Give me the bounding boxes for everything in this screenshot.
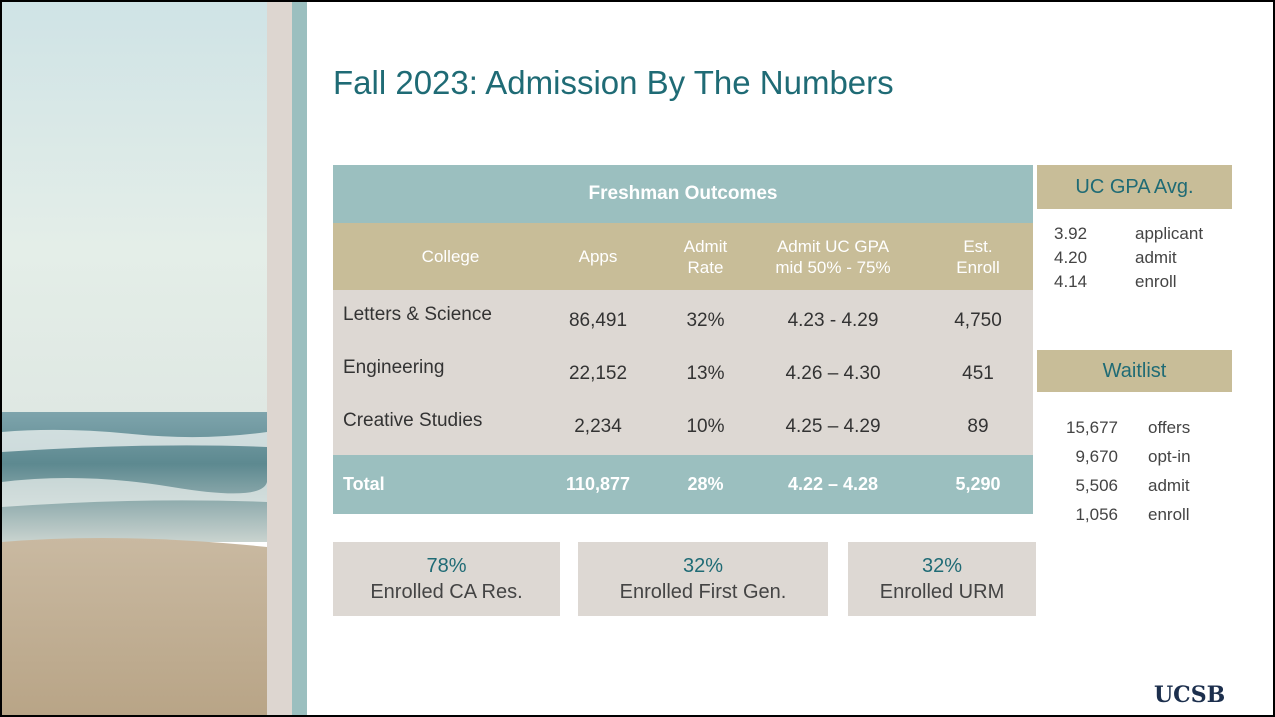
table-cell: 86,491	[548, 294, 648, 347]
waitlist-heading: Waitlist	[1037, 350, 1232, 392]
column-header: College	[333, 223, 568, 290]
table-caption: Freshman Outcomes	[333, 165, 1033, 223]
gpa-heading: UC GPA Avg.	[1037, 165, 1232, 209]
table-cell: 22,152	[548, 347, 648, 400]
item-value: 1,056	[1042, 505, 1118, 525]
table-cell: Engineering	[343, 341, 543, 394]
column-header: Est.Enroll	[923, 223, 1033, 290]
stat-value: 32%	[922, 553, 962, 579]
header-line: Rate	[688, 257, 724, 278]
stat-box: 32%Enrolled URM	[848, 542, 1036, 616]
header-line: College	[422, 246, 480, 267]
header-line: Apps	[579, 246, 618, 267]
stat-label: Enrolled CA Res.	[370, 579, 522, 605]
header-line: Enroll	[956, 257, 999, 278]
item-value: 3.92	[1054, 224, 1104, 244]
table-cell: 32%	[668, 294, 743, 347]
header-line: Admit UC GPA	[777, 236, 889, 257]
stat-box: 78%Enrolled CA Res.	[333, 542, 560, 616]
logo: UCSB	[1154, 682, 1225, 708]
stat-value: 32%	[683, 553, 723, 579]
item-value: 15,677	[1042, 418, 1118, 438]
item-label: offers	[1148, 418, 1190, 438]
table-cell: 2,234	[548, 400, 648, 453]
table-cell: 4.26 – 4.30	[753, 347, 913, 400]
table-cell: Creative Studies	[343, 394, 543, 447]
header-line: Est.	[963, 236, 992, 257]
beach-image	[2, 2, 307, 717]
stat-box: 32%Enrolled First Gen.	[578, 542, 828, 616]
stat-label: Enrolled URM	[880, 579, 1004, 605]
table-cell: 10%	[668, 400, 743, 453]
item-label: enroll	[1148, 505, 1190, 525]
item-value: 4.20	[1054, 248, 1104, 268]
table-cell: 4,750	[923, 294, 1033, 347]
total-cell: 4.22 – 4.28	[753, 455, 913, 514]
item-value: 4.14	[1054, 272, 1104, 292]
stat-value: 78%	[426, 553, 466, 579]
item-value: 5,506	[1042, 476, 1118, 496]
total-cell: Total	[343, 455, 543, 514]
slide-title: Fall 2023: Admission By The Numbers	[333, 64, 894, 102]
table-cell: 13%	[668, 347, 743, 400]
item-value: 9,670	[1042, 447, 1118, 467]
table-cell: 89	[923, 400, 1033, 453]
column-header: Apps	[548, 223, 648, 290]
header-line: Admit	[684, 236, 727, 257]
table-cell: Letters & Science	[343, 288, 543, 341]
header-line: mid 50% - 75%	[775, 257, 890, 278]
item-label: enroll	[1135, 272, 1177, 292]
stat-label: Enrolled First Gen.	[620, 579, 787, 605]
table-cell: 451	[923, 347, 1033, 400]
total-cell: 5,290	[923, 455, 1033, 514]
total-cell: 110,877	[548, 455, 648, 514]
item-label: admit	[1148, 476, 1190, 496]
total-cell: 28%	[668, 455, 743, 514]
slide: Fall 2023: Admission By The Numbers Fres…	[0, 0, 1275, 717]
table-cell: 4.25 – 4.29	[753, 400, 913, 453]
table-cell: 4.23 - 4.29	[753, 294, 913, 347]
item-label: opt-in	[1148, 447, 1191, 467]
item-label: applicant	[1135, 224, 1203, 244]
item-label: admit	[1135, 248, 1177, 268]
